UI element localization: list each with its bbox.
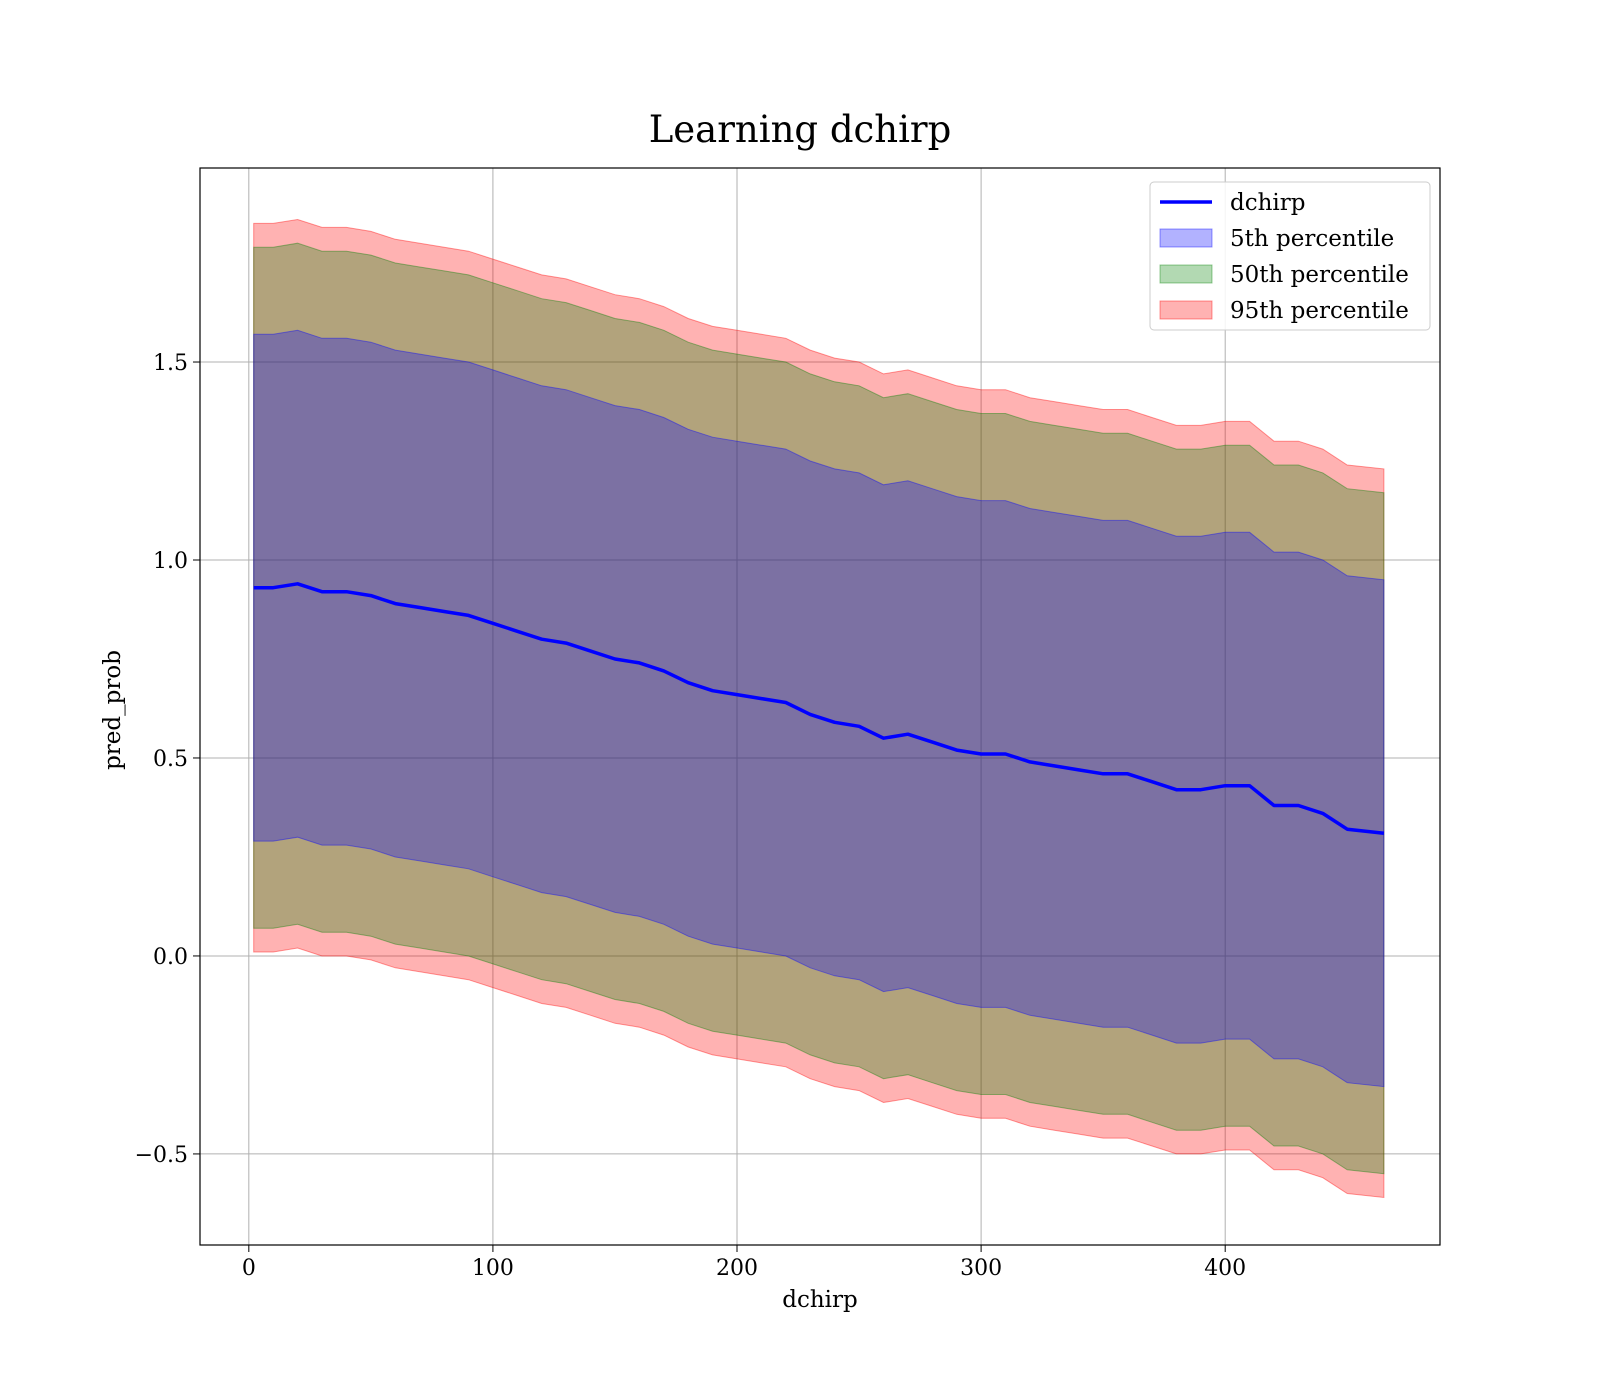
x-tick-label: 300: [960, 1256, 1002, 1281]
legend-label: 50th percentile: [1230, 262, 1409, 288]
y-axis-label: pred_prob: [100, 650, 126, 770]
band-5th-percentile: [253, 329, 1385, 1088]
legend: dchirp 5th percentile 50th percentile 95th …: [1149, 181, 1431, 331]
plot-frame: [199, 167, 1441, 1246]
y-tick-label: −0.5: [135, 1143, 188, 1168]
x-axis-label: dchirp: [782, 1287, 858, 1313]
x-tick-label: 100: [472, 1256, 514, 1281]
legend-band-swatch: [1159, 228, 1213, 248]
legend-box: [1149, 181, 1431, 331]
band-50th-percentile: [253, 242, 1385, 1175]
x-tick-label: 0: [242, 1256, 256, 1281]
band-95th-percentile: [253, 218, 1385, 1199]
dchirp-line-group: [253, 582, 1385, 835]
y-tick-label: 0.0: [153, 945, 188, 970]
y-tick-label: 1.0: [153, 549, 188, 574]
legend-band-swatch: [1159, 264, 1213, 284]
legend-label: 5th percentile: [1230, 226, 1394, 252]
y-tick-label: 1.5: [153, 351, 188, 376]
percentile-bands: [253, 218, 1385, 1199]
x-tick-label: 400: [1204, 1256, 1246, 1281]
y-tick-label: 0.5: [153, 747, 188, 772]
legend-label: 95th percentile: [1230, 298, 1409, 324]
grid: [200, 168, 1440, 1245]
legend-band-swatch: [1159, 300, 1213, 320]
series-line-dchirp: [253, 582, 1385, 835]
legend-label: dchirp: [1230, 190, 1306, 216]
chart-title: Learning dchirp: [649, 108, 952, 151]
x-tick-label: 200: [716, 1256, 758, 1281]
axis-ticks: 0 100 200 300 400 −0.5 0.0 0.5 1.0 1.5: [135, 351, 1247, 1281]
